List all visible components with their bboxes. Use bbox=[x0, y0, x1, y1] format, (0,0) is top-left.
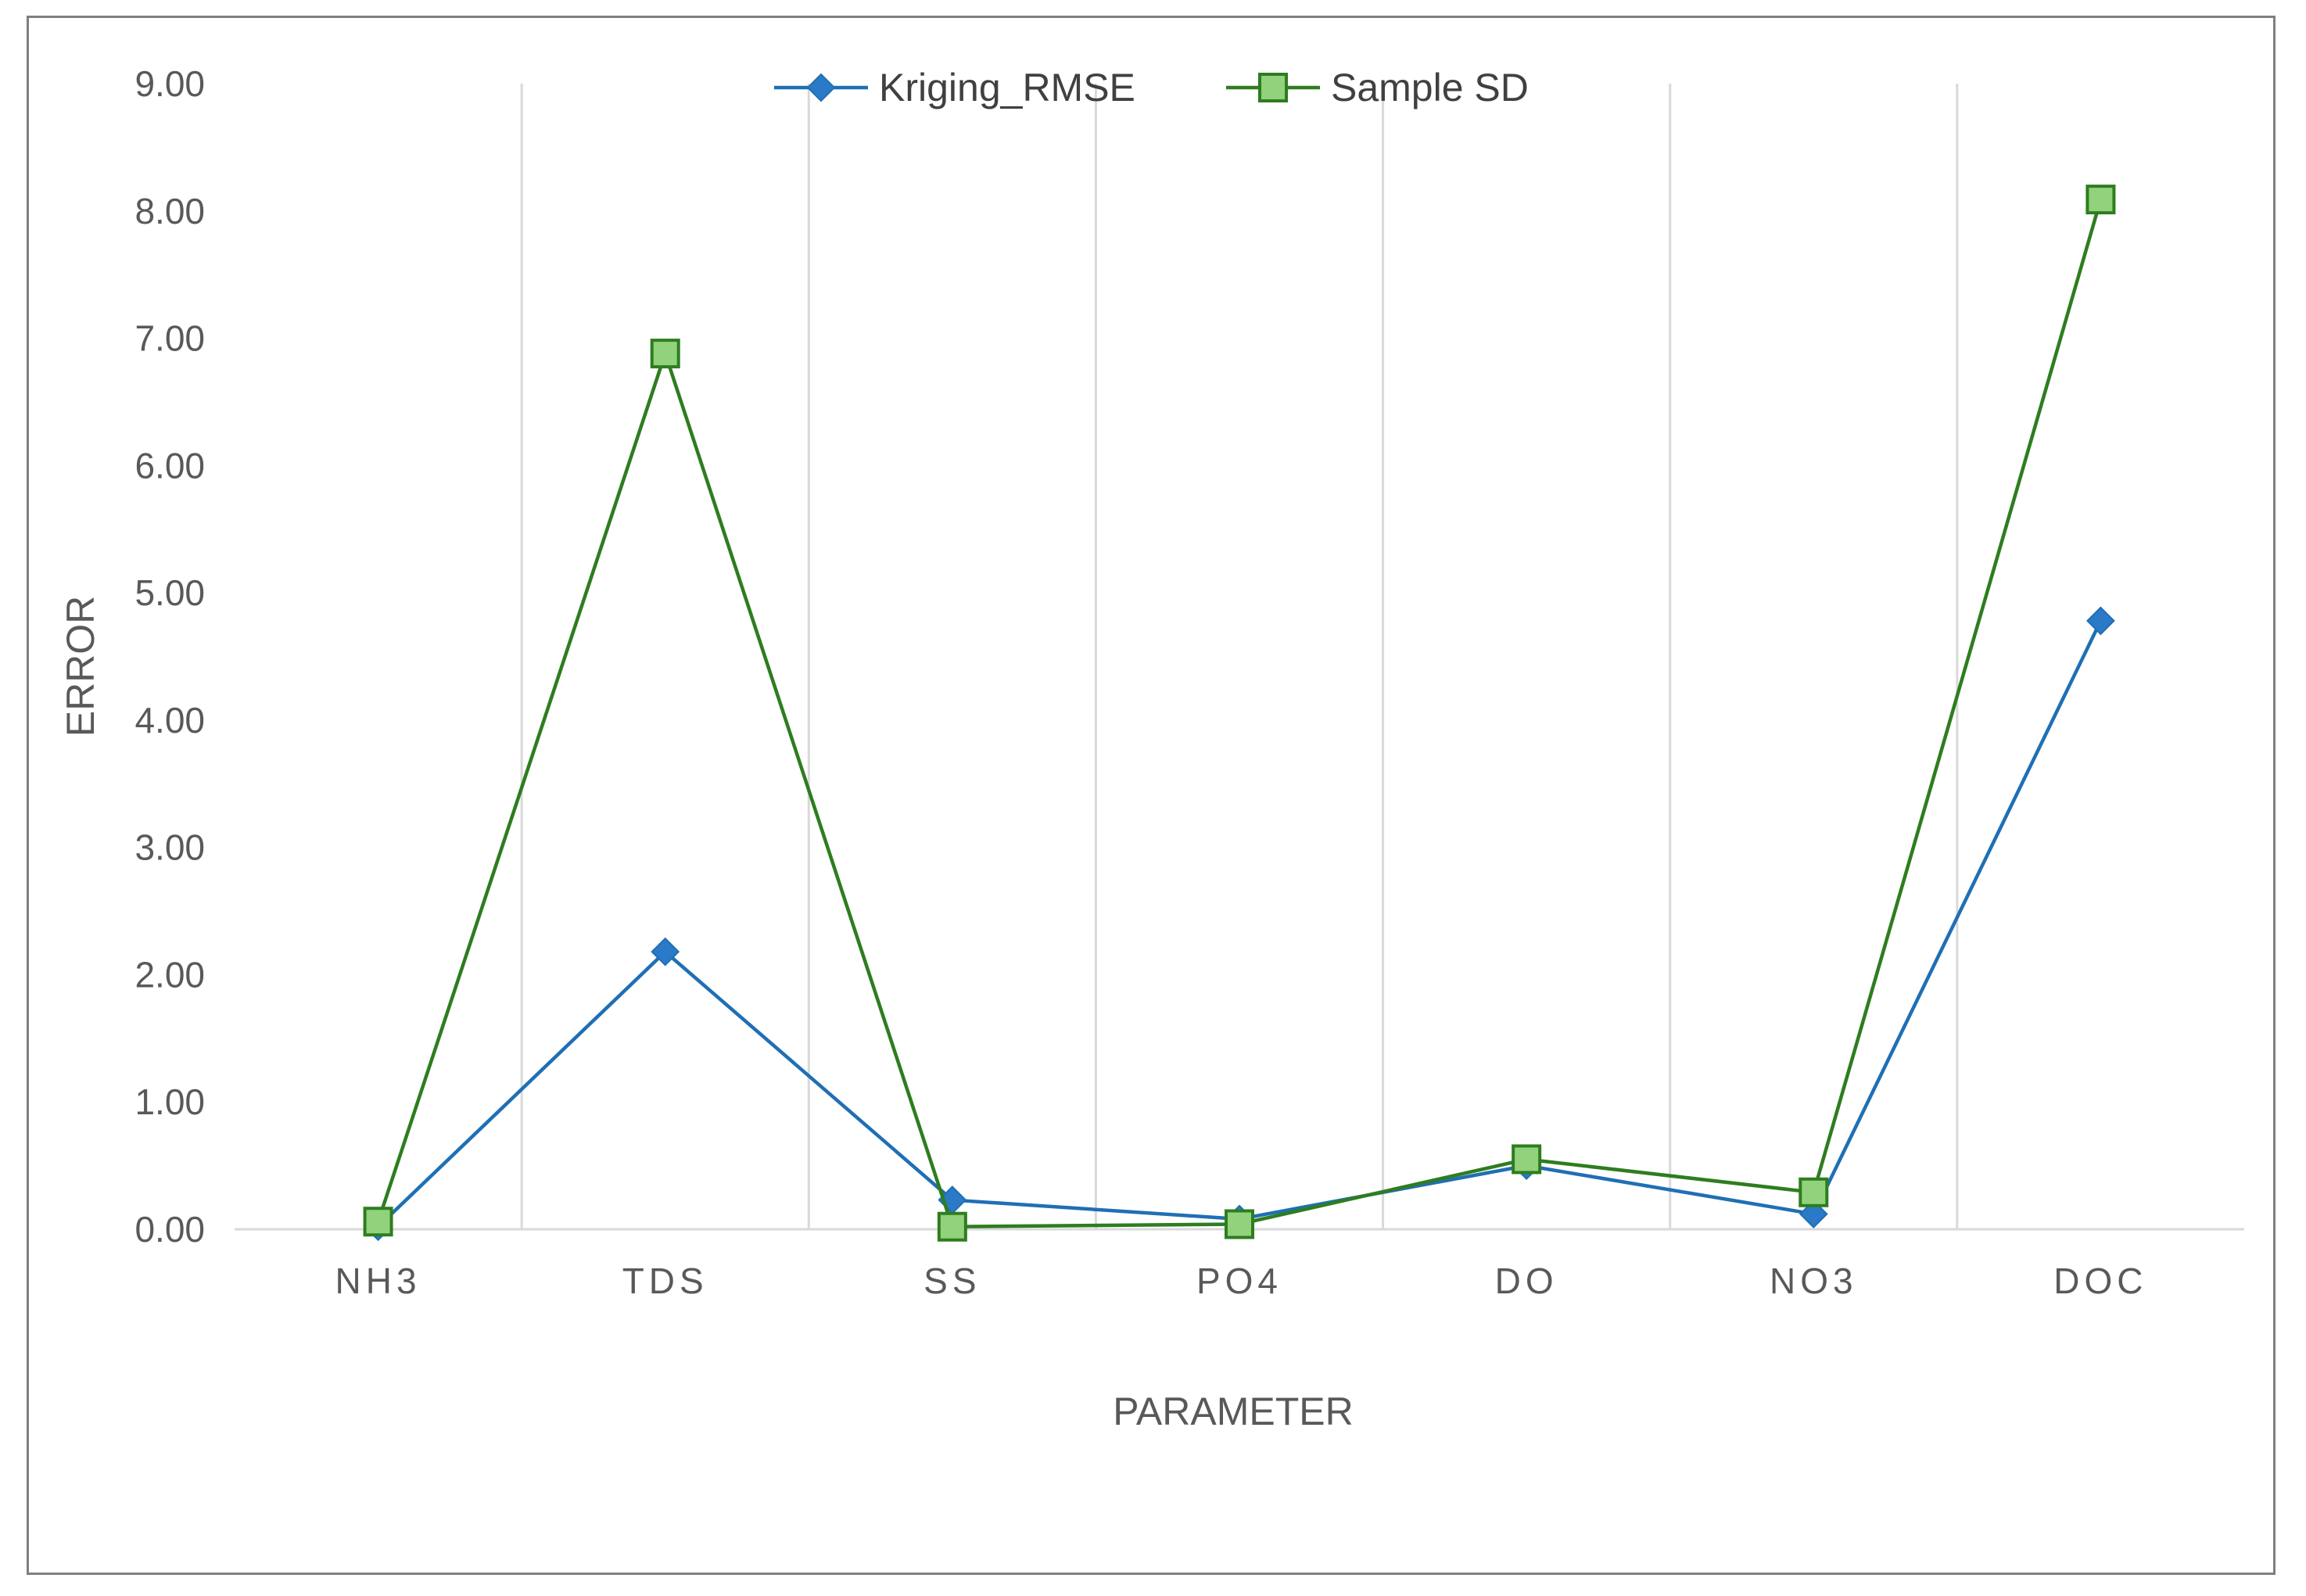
gridlines bbox=[520, 84, 1959, 1229]
data-point-sample-sd bbox=[1799, 1177, 1829, 1207]
legend: Kriging_RMSE Sample SD bbox=[774, 66, 1529, 109]
x-category-label: TDS bbox=[622, 1261, 708, 1301]
x-category-label: SS bbox=[923, 1261, 981, 1301]
series-group bbox=[363, 185, 2116, 1242]
data-point-kriging-rmse bbox=[651, 937, 680, 967]
legend-marker-kriging-rmse bbox=[806, 73, 836, 102]
legend-item-kriging-rmse: Kriging_RMSE bbox=[774, 66, 1135, 109]
y-tick-label: 4.00 bbox=[134, 700, 205, 741]
x-category-label: DOC bbox=[2053, 1261, 2147, 1301]
y-tick-label: 0.00 bbox=[134, 1209, 205, 1250]
data-point-sample-sd bbox=[2085, 185, 2116, 215]
legend-marker-sample-sd bbox=[1258, 73, 1288, 102]
y-tick-label: 8.00 bbox=[134, 191, 205, 231]
y-tick-label: 6.00 bbox=[134, 445, 205, 486]
legend-label-sample-sd: Sample SD bbox=[1331, 66, 1529, 109]
y-tick-label: 9.00 bbox=[134, 63, 205, 104]
data-point-sample-sd bbox=[1512, 1144, 1542, 1175]
x-category-label: PO4 bbox=[1196, 1261, 1282, 1301]
series-line-kriging-rmse bbox=[377, 619, 2103, 1228]
legend-label-kriging-rmse: Kriging_RMSE bbox=[879, 66, 1135, 109]
y-tick-label: 7.00 bbox=[134, 318, 205, 359]
y-axis-title: ERROR bbox=[59, 596, 102, 737]
data-point-sample-sd bbox=[363, 1207, 393, 1237]
y-tick-label: 5.00 bbox=[134, 572, 205, 613]
data-point-kriging-rmse bbox=[2086, 606, 2115, 636]
x-category-label: DO bbox=[1495, 1261, 1558, 1301]
data-point-kriging-rmse bbox=[1799, 1200, 1828, 1228]
data-point-sample-sd bbox=[937, 1211, 967, 1242]
x-axis-title: PARAMETER bbox=[1113, 1390, 1353, 1433]
x-category-label: NO3 bbox=[1770, 1261, 1858, 1301]
y-axis-ticks: 0.00 1.00 2.00 3.00 4.00 5.00 6.00 7.00 8.00 9.00 bbox=[134, 63, 205, 1250]
data-point-sample-sd bbox=[1225, 1209, 1254, 1239]
x-axis-categories: NH3 TDS SS PO4 DO NO3 DOC bbox=[335, 1261, 2147, 1301]
y-tick-label: 3.00 bbox=[134, 827, 205, 868]
series-sample-sd bbox=[363, 185, 2116, 1242]
legend-item-sample-sd: Sample SD bbox=[1226, 66, 1529, 109]
y-tick-label: 2.00 bbox=[134, 954, 205, 995]
series-line-sample-sd bbox=[376, 199, 2103, 1228]
x-category-label: NH3 bbox=[335, 1261, 421, 1301]
chart-frame bbox=[27, 16, 2276, 1575]
y-tick-label: 1.00 bbox=[134, 1081, 205, 1122]
data-point-sample-sd bbox=[650, 339, 680, 369]
series-kriging-rmse bbox=[364, 606, 2115, 1242]
